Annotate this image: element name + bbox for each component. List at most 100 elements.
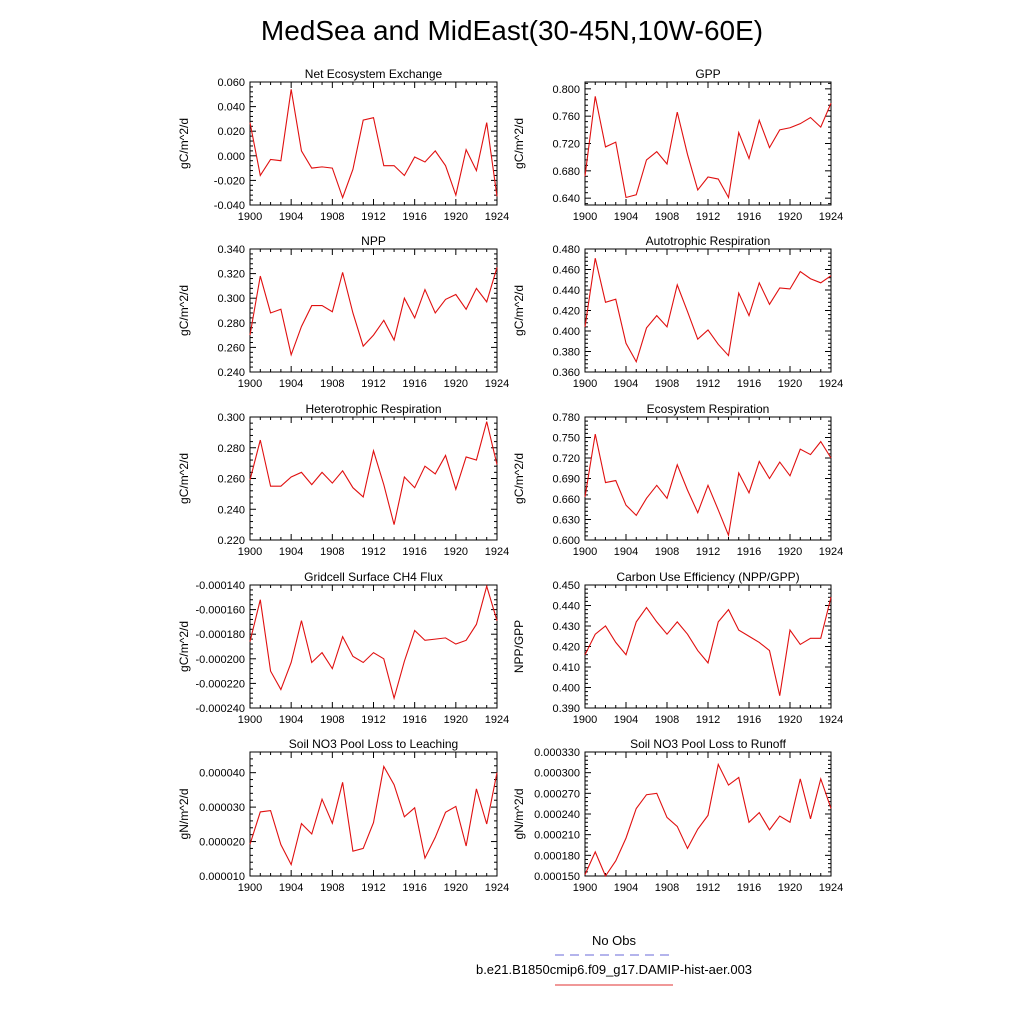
y-tick-label: -0.000240 <box>195 703 245 715</box>
y-tick-label: 0.750 <box>552 433 580 445</box>
x-tick-label: 1908 <box>320 378 344 390</box>
panel-8: Carbon Use Efficiency (NPP/GPP) NPP/GPP 19… <box>512 570 843 726</box>
y-tick-label: 0.420 <box>552 642 580 654</box>
x-tick-label: 1912 <box>696 546 720 558</box>
x-tick-label: 1900 <box>573 378 597 390</box>
x-tick-label: 1908 <box>320 546 344 558</box>
x-tick-label: 1916 <box>737 546 761 558</box>
x-tick-label: 1920 <box>778 882 802 894</box>
panel-7: Gridcell Surface CH4 Flux gC/m^2/d 1900 190… <box>177 570 509 726</box>
y-tick-label: 0.060 <box>217 77 245 89</box>
panel-4: Autotrophic Respiration gC/m^2/d 1900 1904 1… <box>512 234 843 390</box>
x-tick-label: 1924 <box>819 546 843 558</box>
y-tick-label: -0.020 <box>214 175 245 187</box>
plot-frame <box>584 416 832 541</box>
x-tick-label: 1924 <box>485 546 509 558</box>
x-tick-label: 1920 <box>444 211 468 223</box>
x-tick-label: 1916 <box>737 714 761 726</box>
y-tick-label: 0.600 <box>552 535 580 547</box>
x-tick-label: 1920 <box>444 882 468 894</box>
legend-label-model: b.e21.B1850cmip6.f09_g17.DAMIP-hist-aer.… <box>476 962 752 977</box>
y-axis-label: gC/m^2/d <box>177 285 191 336</box>
y-tick-label: 0.360 <box>552 367 580 379</box>
x-tick-label: 1916 <box>402 378 426 390</box>
y-tick-label: 0.780 <box>552 412 580 424</box>
panel-title: Ecosystem Respiration <box>647 402 770 416</box>
x-tick-label: 1908 <box>655 378 679 390</box>
panel-9: Soil NO3 Pool Loss to Leaching gN/m^2/d 19… <box>177 737 509 894</box>
y-tick-label: 0.440 <box>552 285 580 297</box>
series-line <box>249 89 498 200</box>
x-tick-label: 1924 <box>485 211 509 223</box>
y-tick-label: 0.300 <box>217 293 245 305</box>
series-line <box>584 96 832 200</box>
panel-2: GPP gC/m^2/d 1900 1904 1908 1912 1916 1920 1924 0… <box>512 67 843 223</box>
y-tick-label: 0.000240 <box>534 809 580 821</box>
x-tick-label: 1908 <box>320 882 344 894</box>
x-tick-label: 1920 <box>444 714 468 726</box>
panel-title: NPP <box>361 234 386 248</box>
panels: Net Ecosystem Exchange gC/m^2/d 1900 1904 19… <box>177 67 843 894</box>
x-tick-label: 1916 <box>737 378 761 390</box>
y-tick-label: 0.450 <box>552 580 580 592</box>
y-tick-label: -0.000220 <box>195 678 245 690</box>
x-tick-label: 1900 <box>238 882 262 894</box>
x-tick-label: 1904 <box>614 378 638 390</box>
y-tick-label: 0.000040 <box>199 768 245 780</box>
panel-title: Gridcell Surface CH4 Flux <box>304 570 443 584</box>
x-tick-label: 1916 <box>737 882 761 894</box>
y-tick-label: 0.420 <box>552 306 580 318</box>
y-tick-label: -0.000140 <box>195 580 245 592</box>
figure-title: MedSea and MidEast(30-45N,10W-60E) <box>261 15 763 46</box>
y-tick-label: 0.040 <box>217 102 245 114</box>
y-tick-label: 0.430 <box>552 621 580 633</box>
x-tick-label: 1900 <box>573 714 597 726</box>
x-tick-label: 1920 <box>778 714 802 726</box>
y-tick-label: 0.340 <box>217 244 245 256</box>
x-tick-label: 1900 <box>573 882 597 894</box>
x-tick-label: 1908 <box>320 714 344 726</box>
x-tick-label: 1924 <box>485 714 509 726</box>
x-tick-label: 1920 <box>778 211 802 223</box>
plot-frame <box>249 416 498 541</box>
y-tick-label: 0.000330 <box>534 747 580 759</box>
y-tick-label: 0.280 <box>217 318 245 330</box>
y-tick-label: -0.000160 <box>195 605 245 617</box>
x-tick-label: 1900 <box>238 714 262 726</box>
y-axis-label: gC/m^2/d <box>512 118 526 169</box>
x-tick-label: 1912 <box>696 211 720 223</box>
y-tick-label: 0.640 <box>552 193 580 205</box>
x-tick-label: 1920 <box>778 378 802 390</box>
x-tick-label: 1900 <box>573 546 597 558</box>
x-tick-label: 1924 <box>819 714 843 726</box>
panel-title: Autotrophic Respiration <box>646 234 771 248</box>
y-tick-label: 0.320 <box>217 269 245 281</box>
y-tick-label: 0.480 <box>552 244 580 256</box>
y-tick-label: 0.260 <box>217 474 245 486</box>
series-line <box>249 421 498 525</box>
y-tick-label: 0.680 <box>552 166 580 178</box>
y-tick-label: 0.800 <box>552 84 580 96</box>
x-tick-label: 1924 <box>819 378 843 390</box>
plot-frame <box>584 248 832 373</box>
x-tick-label: 1916 <box>402 211 426 223</box>
x-tick-label: 1920 <box>778 546 802 558</box>
x-tick-label: 1900 <box>238 546 262 558</box>
y-tick-label: 0.020 <box>217 126 245 138</box>
y-tick-label: -0.040 <box>214 200 245 212</box>
x-tick-label: 1904 <box>614 882 638 894</box>
y-tick-label: 0.000010 <box>199 871 245 883</box>
y-axis-label: NPP/GPP <box>512 620 526 673</box>
y-tick-label: 0.410 <box>552 662 580 674</box>
plot-frame <box>584 584 832 709</box>
y-axis-label: gC/m^2/d <box>512 453 526 504</box>
y-tick-label: 0.300 <box>217 412 245 424</box>
panel-5: Heterotrophic Respiration gC/m^2/d 1900 190… <box>177 402 509 558</box>
x-tick-label: 1904 <box>614 546 638 558</box>
panel-title: Heterotrophic Respiration <box>305 402 441 416</box>
panel-3: NPP gC/m^2/d 1900 1904 1908 1912 1916 1920 1924 0… <box>177 234 509 390</box>
y-tick-label: 0.260 <box>217 342 245 354</box>
x-tick-label: 1912 <box>696 378 720 390</box>
y-tick-label: 0.220 <box>217 535 245 547</box>
y-axis-label: gN/m^2/d <box>177 789 191 840</box>
